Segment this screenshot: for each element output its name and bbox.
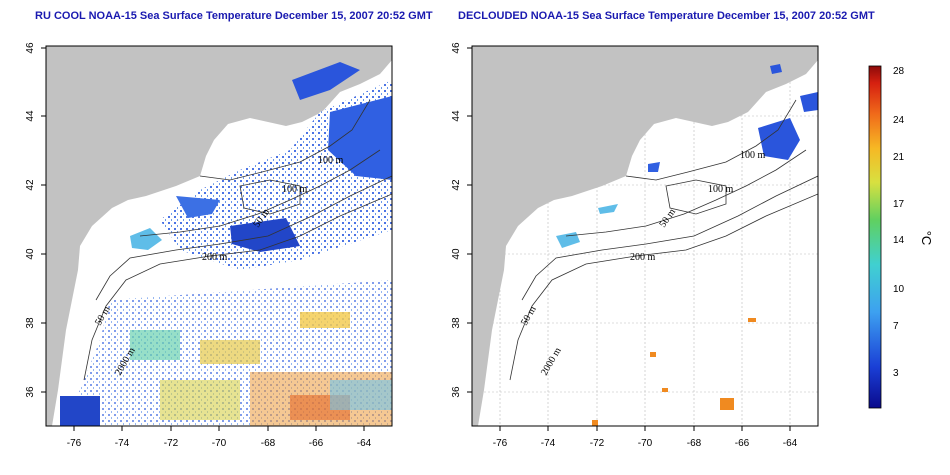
lat-tick: 38: [451, 317, 462, 329]
lon-tick: -74: [115, 438, 130, 449]
lat-tick: 36: [25, 386, 36, 398]
temperature-colorbar: 82 75 69 62 57 50 44 37 28 24 21 17 14 1…: [868, 65, 934, 409]
lon-tick: -74: [541, 438, 556, 449]
lon-tick: -72: [590, 438, 605, 449]
lat-tick: 44: [25, 110, 36, 122]
lon-tick: -76: [67, 438, 82, 449]
celsius-scale: 28 24 21 17 14 10 7 3: [893, 66, 905, 379]
lon-tick: -70: [212, 438, 227, 449]
contour-label-200m: 200 m: [202, 252, 228, 263]
colorbar-gradient: [868, 65, 882, 409]
lon-tick: -68: [261, 438, 276, 449]
celsius-unit-label: °C: [919, 231, 934, 246]
left-sst-map: 100 m 100 m 50 m 200 m 50 m 2000 m -76 -…: [25, 42, 393, 449]
right-map-title: DECLOUDED NOAA-15 Sea Surface Temperatur…: [458, 10, 875, 22]
lon-tick: -76: [493, 438, 508, 449]
land-mass: [46, 46, 392, 426]
lat-tick: 42: [25, 179, 36, 191]
lon-tick: -70: [638, 438, 653, 449]
lon-tick: -66: [309, 438, 324, 449]
c-tick: 3: [893, 368, 899, 379]
c-tick: 21: [893, 152, 905, 163]
lon-tick: -68: [687, 438, 702, 449]
lat-tick: 40: [25, 248, 36, 260]
c-tick: 28: [893, 66, 905, 77]
contour-label-100m-north: 100 m: [740, 150, 766, 161]
c-tick: 24: [893, 115, 905, 126]
c-tick: 14: [893, 235, 905, 246]
left-map-title: RU COOL NOAA-15 Sea Surface Temperature …: [35, 10, 433, 22]
lon-tick: -64: [357, 438, 372, 449]
land-mass: [472, 46, 818, 426]
c-tick: 17: [893, 199, 905, 210]
lat-tick: 44: [451, 110, 462, 122]
c-tick: 10: [893, 284, 905, 295]
right-lat-axis: 46 44 42 40 38 36: [451, 42, 472, 398]
lat-tick: 36: [451, 386, 462, 398]
left-lat-axis: 46 44 42 40 38 36: [25, 42, 46, 398]
lat-tick: 40: [451, 248, 462, 260]
right-lon-axis: -76 -74 -72 -70 -68 -66 -64: [493, 426, 798, 449]
left-lon-axis: -76 -74 -72 -70 -68 -66 -64: [67, 426, 372, 449]
contour-label-100m-bank: 100 m: [708, 184, 734, 195]
lat-tick: 38: [25, 317, 36, 329]
contour-label-200m: 200 m: [630, 252, 656, 263]
contour-label-100m-north: 100 m: [318, 155, 344, 166]
lon-tick: -64: [783, 438, 798, 449]
right-declouded-map: 100 m 100 m 50 m 200 m 50 m 2000 m -76 -…: [451, 42, 819, 449]
lat-tick: 42: [451, 179, 462, 191]
lon-tick: -66: [735, 438, 750, 449]
c-tick: 7: [893, 321, 899, 332]
contour-label-100m-bank: 100 m: [282, 184, 308, 195]
lon-tick: -72: [164, 438, 179, 449]
lat-tick: 46: [451, 42, 462, 54]
lat-tick: 46: [25, 42, 36, 54]
